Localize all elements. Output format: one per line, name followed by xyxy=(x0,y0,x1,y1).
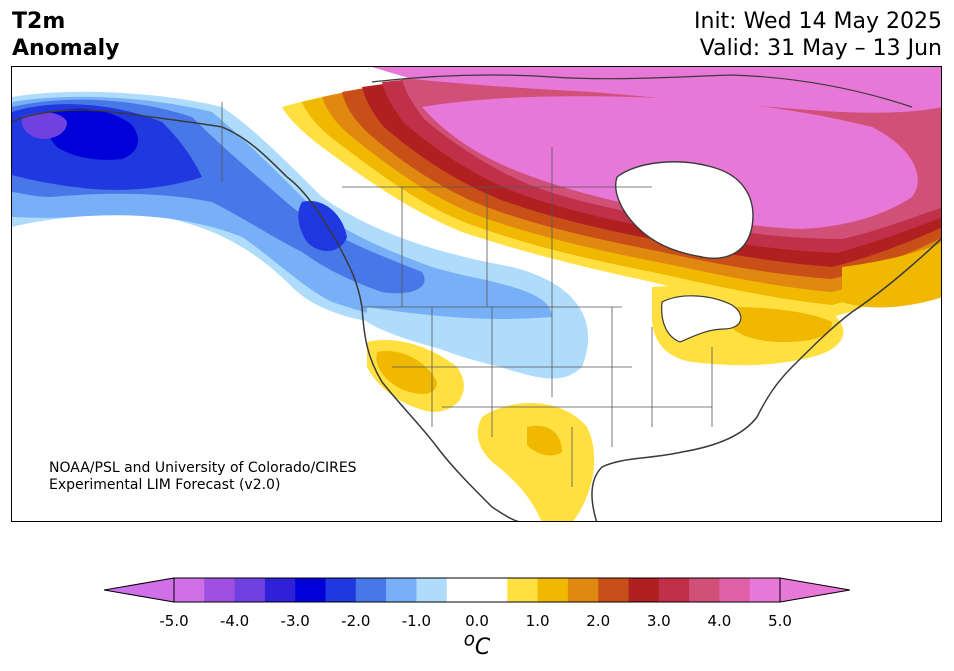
colorbar-segment xyxy=(295,578,326,602)
colorbar-segment xyxy=(567,578,599,602)
colorbar-tick-label: 3.0 xyxy=(646,612,671,630)
hudson-bay xyxy=(615,161,754,259)
colorbar-segment xyxy=(598,578,629,602)
colorbar xyxy=(104,577,850,603)
colorbar-tick-label: -3.0 xyxy=(280,612,310,630)
colorbar-tick-label: 0.0 xyxy=(465,612,489,630)
coastline xyxy=(12,109,520,521)
colorbar-segment xyxy=(204,578,236,602)
unit-superscript: o xyxy=(463,630,475,651)
colorbar-segment xyxy=(234,578,266,602)
cold-anomaly-5 xyxy=(21,112,67,139)
great-lakes xyxy=(661,295,742,343)
title-line-1: T2m xyxy=(12,9,66,34)
colorbar-tick-label: -4.0 xyxy=(219,612,250,630)
colorbar-tick-labels: -5.0 -4.0 -3.0 -2.0 -1.0 0.0 1.0 2.0 3.0 4.0 5.0 xyxy=(0,612,954,632)
colorbar-segment xyxy=(416,578,448,602)
colorbar-segment xyxy=(658,578,690,602)
colorbar-border xyxy=(173,577,781,603)
credit-line-2: Experimental LIM Forecast (v2.0) xyxy=(49,477,281,493)
colorbar-segment xyxy=(386,578,417,602)
warm-anomaly-south-2 xyxy=(527,425,562,456)
warm-anomaly-arctic xyxy=(372,67,941,113)
title-line-2: Anomaly xyxy=(12,36,120,61)
coastline-east xyxy=(591,237,941,521)
colorbar-segment xyxy=(355,578,387,602)
warm-anomaly-east-2 xyxy=(727,307,832,342)
credit-text: NOAA/PSL and University of Colorado/CIRE… xyxy=(49,460,357,494)
colorbar-segment xyxy=(628,578,660,602)
warm-anomaly-sw-2 xyxy=(376,351,437,394)
valid-dates: Valid: 31 May – 13 Jun xyxy=(699,36,942,61)
colorbar-segment xyxy=(689,578,720,602)
colorbar-tick-label: -2.0 xyxy=(341,612,371,630)
warm-anomaly-south xyxy=(477,403,595,521)
colorbar-segment xyxy=(174,578,205,602)
colorbar-segment xyxy=(537,578,569,602)
colorbar-tick-label: -1.0 xyxy=(401,612,432,630)
colorbar-tick-label: 2.0 xyxy=(586,612,611,630)
warm-anomaly-maritimes xyxy=(842,242,941,308)
colorbar-segment xyxy=(749,578,781,602)
colorbar-extend-min xyxy=(104,577,175,603)
map-panel xyxy=(11,66,942,522)
political-boundaries xyxy=(221,102,713,487)
unit-main: C xyxy=(474,635,491,661)
colorbar-unit: oC xyxy=(0,630,954,660)
colorbar-tick-label: 4.0 xyxy=(707,612,732,630)
colorbar-tick-label: 1.0 xyxy=(525,612,550,630)
colorbar-segment xyxy=(325,578,357,602)
colorbar-segment xyxy=(477,578,508,602)
colorbar-segment xyxy=(507,578,539,602)
date-info: Init: Wed 14 May 2025 Valid: 31 May – 13… xyxy=(694,8,942,62)
colorbar-segment xyxy=(719,578,751,602)
credit-line-1: NOAA/PSL and University of Colorado/CIRE… xyxy=(49,460,357,476)
colorbar-segment xyxy=(264,578,296,602)
cold-anomaly-plains xyxy=(367,307,580,376)
colorbar-tick-label: -5.0 xyxy=(159,612,189,630)
plot-title: T2m Anomaly xyxy=(12,8,119,62)
cold-anomaly-4 xyxy=(47,108,138,160)
init-date: Init: Wed 14 May 2025 xyxy=(694,9,942,34)
coastline-arctic xyxy=(371,74,913,108)
colorbar-extend-max xyxy=(779,577,850,603)
colorbar-segment xyxy=(446,578,478,602)
anomaly-map xyxy=(12,67,941,521)
colorbar-tick-label: 5.0 xyxy=(768,612,792,630)
